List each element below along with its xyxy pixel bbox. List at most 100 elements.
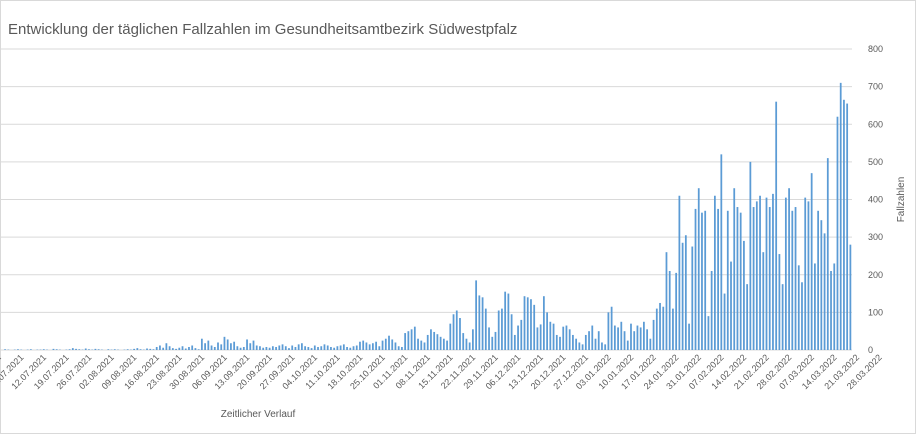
- bar: [726, 210, 729, 350]
- bar: [639, 327, 642, 350]
- y-tick-labels: 0 100 200 300 400 500 600 700 800: [868, 44, 883, 355]
- bar: [526, 297, 529, 350]
- bar: [539, 324, 542, 350]
- bar: [791, 210, 794, 350]
- bar: [562, 326, 565, 350]
- bar: [301, 343, 303, 350]
- bar: [597, 331, 600, 350]
- bar: [601, 342, 603, 350]
- y-tick-label: 400: [868, 195, 883, 205]
- bar: [565, 325, 568, 350]
- bar: [384, 338, 387, 350]
- bar: [468, 342, 471, 350]
- bar: [281, 344, 284, 350]
- bar: [136, 348, 139, 350]
- bar: [533, 304, 536, 350]
- bar: [678, 195, 681, 350]
- bar: [184, 348, 187, 350]
- y-tick-label: 700: [868, 82, 883, 92]
- bar: [704, 210, 707, 350]
- bar: [223, 336, 226, 350]
- bar: [794, 207, 797, 350]
- bar: [175, 348, 177, 350]
- bar: [665, 252, 668, 350]
- bar: [672, 308, 674, 350]
- bar: [401, 346, 403, 350]
- bar: [720, 154, 723, 350]
- bar: [752, 207, 755, 350]
- bar: [507, 293, 510, 350]
- bar: [342, 344, 345, 350]
- bar: [801, 282, 803, 350]
- bar: [691, 246, 694, 350]
- bar: [181, 346, 184, 350]
- y-axis-label: Fallzahlen: [896, 177, 907, 223]
- bar: [649, 338, 652, 350]
- bar: [542, 296, 545, 350]
- bar: [820, 220, 823, 350]
- bar: [355, 345, 358, 350]
- bar: [320, 346, 323, 350]
- bar: [426, 334, 429, 350]
- bar: [730, 261, 732, 350]
- bar: [88, 349, 90, 350]
- bar: [42, 349, 45, 350]
- bar: [304, 346, 307, 350]
- bar: [330, 346, 332, 350]
- bar: [617, 327, 619, 350]
- bar: [378, 346, 381, 350]
- bar: [226, 339, 229, 350]
- bar: [555, 334, 558, 350]
- bar: [675, 272, 678, 350]
- bar: [810, 173, 813, 350]
- bar: [288, 348, 290, 350]
- bar: [643, 321, 645, 350]
- bar: [478, 295, 481, 350]
- bar: [397, 346, 400, 350]
- bar: [178, 347, 181, 350]
- bar: [94, 348, 97, 350]
- bar: [846, 103, 849, 350]
- bar: [275, 346, 277, 350]
- bar: [843, 99, 845, 350]
- bar: [743, 240, 745, 350]
- bar: [388, 335, 390, 350]
- bar: [788, 188, 790, 350]
- bar: [736, 207, 739, 350]
- bar: [768, 207, 771, 350]
- bar: [326, 345, 329, 350]
- bar: [481, 297, 484, 350]
- bar: [513, 334, 516, 350]
- bar: [701, 212, 703, 350]
- bar: [162, 347, 165, 350]
- bar: [68, 349, 71, 350]
- bar: [688, 323, 690, 350]
- bar: [572, 334, 574, 350]
- bar: [78, 349, 81, 350]
- y-tick-label: 500: [868, 157, 883, 167]
- bar: [613, 325, 616, 350]
- bar: [588, 331, 590, 350]
- bar: [459, 318, 461, 350]
- bar: [484, 308, 487, 350]
- bar: [346, 346, 348, 350]
- bar: [662, 306, 665, 350]
- bars: [4, 82, 852, 351]
- bar: [781, 284, 784, 350]
- bar: [652, 319, 655, 350]
- bar: [171, 348, 174, 350]
- bar: [200, 338, 203, 350]
- bar: [265, 346, 268, 350]
- bar: [84, 348, 87, 350]
- bar: [217, 342, 219, 350]
- bar: [713, 195, 716, 350]
- bar: [371, 343, 374, 350]
- bar: [836, 116, 839, 350]
- bar: [668, 270, 671, 350]
- bar: [797, 265, 800, 350]
- bar: [113, 349, 116, 350]
- bar: [333, 347, 336, 350]
- bar: [381, 340, 384, 350]
- bar: [504, 291, 507, 350]
